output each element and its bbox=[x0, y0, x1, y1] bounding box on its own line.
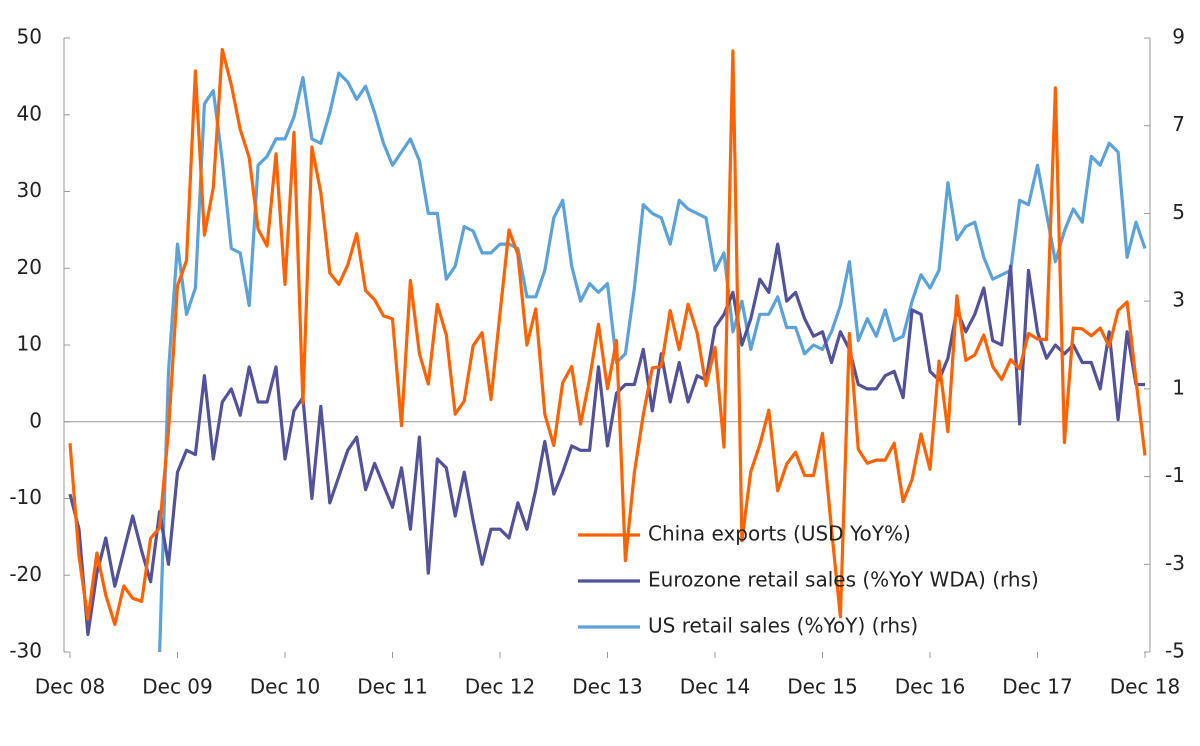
y2-tick-label: 3 bbox=[1172, 288, 1185, 312]
x-tick-label: Dec 11 bbox=[357, 675, 428, 699]
x-tick-label: Dec 10 bbox=[250, 675, 321, 699]
y-tick-label: 0 bbox=[29, 408, 42, 432]
x-tick-label: Dec 16 bbox=[895, 675, 966, 699]
legend-label: US retail sales (%YoY) (rhs) bbox=[648, 614, 918, 638]
y-tick-label: 10 bbox=[17, 332, 42, 356]
y-tick-label: -20 bbox=[9, 562, 42, 586]
x-tick-label: Dec 14 bbox=[680, 675, 751, 699]
y-tick-label: -30 bbox=[9, 639, 42, 663]
x-tick-label: Dec 08 bbox=[35, 675, 106, 699]
y-tick-label: -10 bbox=[9, 485, 42, 509]
y2-tick-label: -3 bbox=[1165, 551, 1185, 575]
y-tick-label: 30 bbox=[17, 178, 42, 202]
y2-tick-label: 9 bbox=[1172, 25, 1185, 49]
x-tick-label: Dec 09 bbox=[142, 675, 213, 699]
x-tick-label: Dec 13 bbox=[572, 675, 643, 699]
series-line bbox=[68, 242, 1145, 637]
x-tick-label: Dec 18 bbox=[1110, 675, 1181, 699]
legend-label: China exports (USD YoY%) bbox=[648, 522, 911, 546]
y-tick-label: 50 bbox=[17, 25, 42, 49]
y2-tick-label: -5 bbox=[1165, 639, 1185, 663]
series-line bbox=[158, 71, 1147, 653]
y2-tick-label: 1 bbox=[1172, 375, 1185, 399]
y-tick-label: 40 bbox=[17, 101, 42, 125]
y2-tick-label: 5 bbox=[1172, 200, 1185, 224]
series-line bbox=[68, 47, 1147, 626]
x-tick-label: Dec 12 bbox=[465, 675, 536, 699]
y2-tick-label: -1 bbox=[1165, 463, 1185, 487]
y2-tick-label: 7 bbox=[1172, 112, 1185, 136]
x-tick-label: Dec 17 bbox=[1002, 675, 1073, 699]
legend-label: Eurozone retail sales (%YoY WDA) (rhs) bbox=[648, 568, 1039, 592]
x-tick-label: Dec 15 bbox=[787, 675, 858, 699]
y-tick-label: 20 bbox=[17, 255, 42, 279]
